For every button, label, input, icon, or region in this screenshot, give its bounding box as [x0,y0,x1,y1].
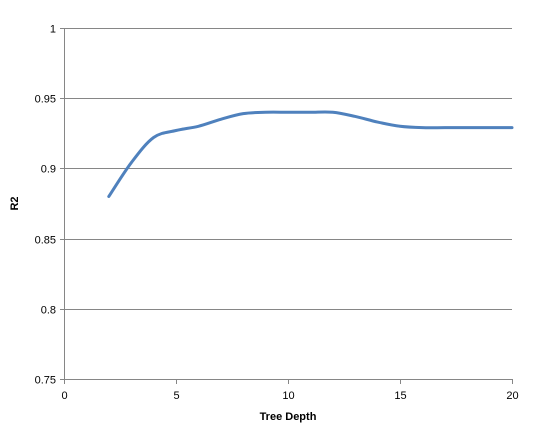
y-tick-label: 0.8 [41,305,56,317]
x-tick-labels: 0 5 10 15 20 [61,390,518,402]
x-axis-title: Tree Depth [260,411,317,423]
y-tick-label: 1 [50,24,56,36]
axes [60,28,513,384]
y-tick-label: 0.75 [35,375,56,387]
y-tick-label: 0.85 [35,235,56,247]
gridlines [64,28,512,310]
series-line [107,110,514,198]
y-axis-title: R2 [9,196,21,210]
x-tick-label: 15 [394,390,406,402]
x-tick-label: 10 [282,390,294,402]
x-tick-label: 20 [506,390,518,402]
y-tick-labels: 0.75 0.8 0.85 0.9 0.95 1 [35,24,56,387]
y-tick-label: 0.95 [35,94,56,106]
x-tick-label: 0 [61,390,67,402]
series-group [107,110,514,198]
x-tick-label: 5 [173,390,179,402]
y-tick-label: 0.9 [41,164,56,176]
